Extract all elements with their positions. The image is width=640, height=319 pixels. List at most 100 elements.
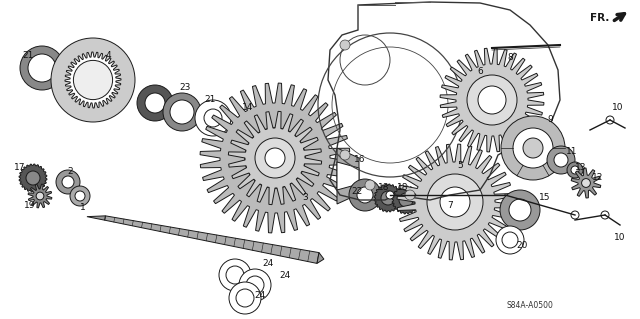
- Circle shape: [601, 211, 609, 219]
- Text: 8: 8: [507, 54, 513, 63]
- Circle shape: [501, 116, 565, 180]
- Circle shape: [513, 128, 553, 168]
- Text: 1: 1: [80, 203, 86, 211]
- Circle shape: [75, 191, 85, 201]
- Circle shape: [195, 100, 231, 136]
- Circle shape: [567, 162, 583, 178]
- Text: 17: 17: [14, 164, 26, 173]
- Circle shape: [571, 166, 579, 174]
- Circle shape: [170, 100, 194, 124]
- Polygon shape: [374, 184, 402, 212]
- Polygon shape: [19, 164, 47, 192]
- Circle shape: [74, 60, 113, 100]
- Text: 12: 12: [592, 173, 604, 182]
- Circle shape: [509, 199, 531, 221]
- Circle shape: [502, 232, 518, 248]
- Circle shape: [56, 170, 80, 194]
- Circle shape: [386, 191, 394, 199]
- Polygon shape: [200, 83, 350, 233]
- Circle shape: [467, 75, 517, 125]
- Text: 9: 9: [547, 115, 553, 124]
- Circle shape: [259, 142, 291, 174]
- Circle shape: [137, 85, 173, 121]
- Circle shape: [255, 138, 295, 178]
- Circle shape: [70, 186, 90, 206]
- Circle shape: [440, 187, 470, 217]
- Circle shape: [51, 38, 135, 122]
- Circle shape: [163, 93, 201, 131]
- Circle shape: [433, 180, 477, 224]
- Text: 24: 24: [254, 292, 266, 300]
- Circle shape: [265, 148, 285, 168]
- Circle shape: [62, 176, 74, 188]
- Circle shape: [478, 86, 506, 114]
- Text: 20: 20: [516, 241, 528, 249]
- Circle shape: [496, 226, 524, 254]
- Text: 15: 15: [540, 194, 551, 203]
- Circle shape: [239, 269, 271, 301]
- Polygon shape: [440, 48, 544, 152]
- Circle shape: [554, 153, 568, 167]
- Circle shape: [349, 179, 381, 211]
- Text: 23: 23: [179, 84, 191, 93]
- Polygon shape: [87, 216, 106, 220]
- Text: 10: 10: [614, 234, 626, 242]
- Text: 16: 16: [355, 155, 365, 165]
- Text: 18: 18: [397, 183, 409, 192]
- Circle shape: [219, 259, 251, 291]
- Text: 22: 22: [351, 188, 363, 197]
- Text: 6: 6: [477, 68, 483, 77]
- Text: 4: 4: [105, 50, 111, 60]
- Circle shape: [547, 146, 575, 174]
- Text: 10: 10: [612, 103, 624, 113]
- Text: 19: 19: [24, 201, 36, 210]
- Circle shape: [244, 128, 305, 188]
- Polygon shape: [28, 184, 52, 208]
- Circle shape: [500, 190, 540, 230]
- Circle shape: [246, 276, 264, 294]
- Circle shape: [399, 193, 413, 207]
- Text: 2: 2: [67, 167, 73, 176]
- Polygon shape: [571, 168, 601, 198]
- Circle shape: [582, 179, 590, 187]
- Text: 13: 13: [575, 164, 587, 173]
- Text: 3: 3: [302, 194, 308, 203]
- Text: 7: 7: [447, 201, 453, 210]
- Circle shape: [340, 40, 350, 50]
- Circle shape: [571, 211, 579, 219]
- Polygon shape: [104, 216, 319, 263]
- Polygon shape: [397, 144, 513, 260]
- Circle shape: [28, 54, 56, 82]
- Circle shape: [523, 138, 543, 158]
- Circle shape: [204, 109, 222, 127]
- Polygon shape: [65, 52, 121, 108]
- Circle shape: [145, 93, 165, 113]
- Circle shape: [606, 116, 614, 124]
- Polygon shape: [317, 253, 324, 263]
- Text: 21: 21: [22, 50, 34, 60]
- Text: FR.: FR.: [590, 13, 609, 23]
- Polygon shape: [228, 111, 322, 205]
- Text: 24: 24: [262, 258, 274, 268]
- Polygon shape: [337, 148, 359, 204]
- Circle shape: [381, 191, 395, 205]
- Circle shape: [20, 46, 64, 90]
- Circle shape: [229, 282, 261, 314]
- Text: 14: 14: [243, 102, 253, 112]
- Circle shape: [472, 80, 512, 120]
- Circle shape: [427, 174, 483, 230]
- Polygon shape: [392, 186, 420, 214]
- Circle shape: [340, 150, 350, 160]
- Text: 24: 24: [280, 271, 291, 279]
- Circle shape: [357, 187, 373, 203]
- Text: 18: 18: [378, 183, 390, 192]
- Circle shape: [236, 289, 254, 307]
- Text: S84A-A0500: S84A-A0500: [507, 300, 554, 309]
- Circle shape: [226, 266, 244, 284]
- Circle shape: [405, 190, 415, 200]
- Text: 21: 21: [204, 95, 216, 105]
- Text: 5: 5: [457, 160, 463, 169]
- Circle shape: [36, 192, 44, 200]
- Circle shape: [26, 171, 40, 185]
- Polygon shape: [337, 162, 359, 190]
